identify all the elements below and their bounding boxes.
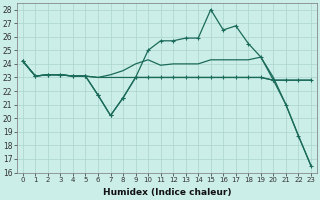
X-axis label: Humidex (Indice chaleur): Humidex (Indice chaleur) (103, 188, 231, 197)
